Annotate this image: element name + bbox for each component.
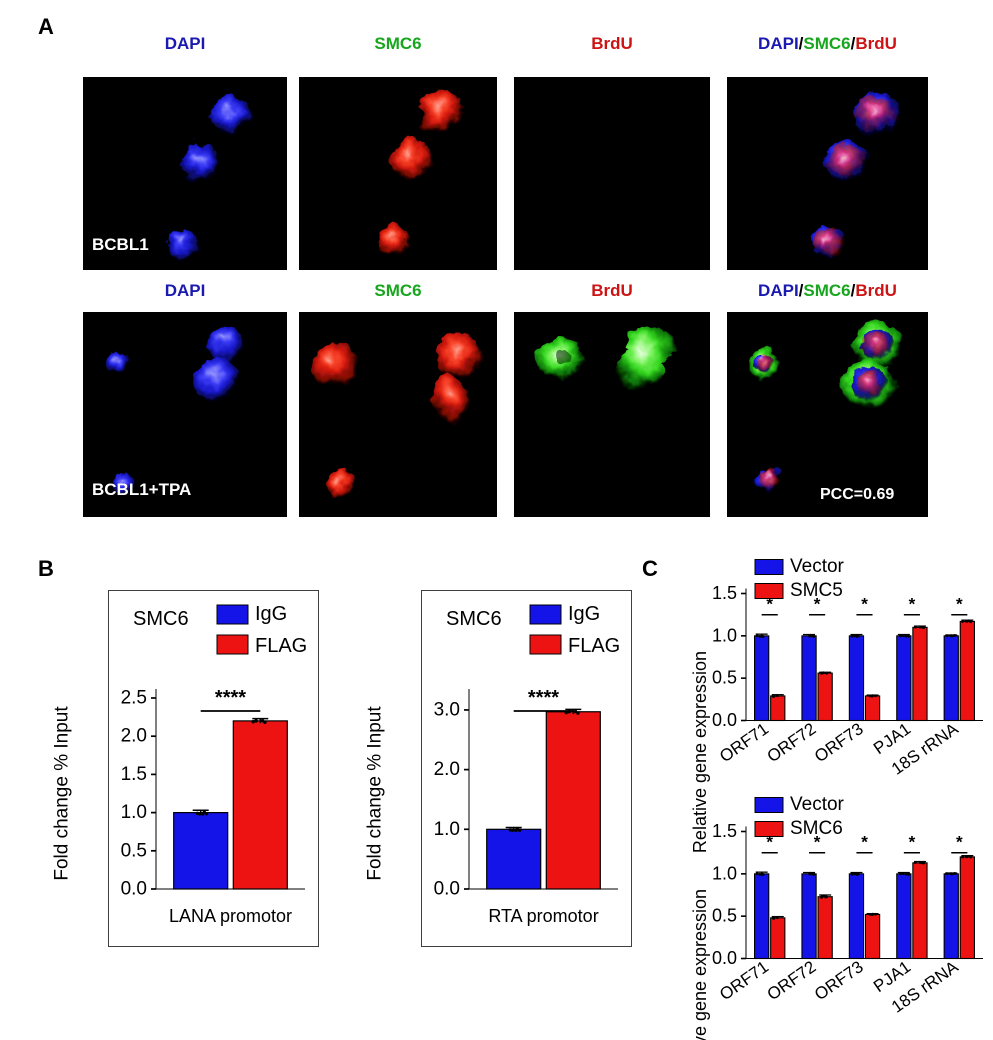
svg-text:IgG: IgG xyxy=(568,603,600,625)
svg-text:0.0: 0.0 xyxy=(434,879,460,900)
svg-text:SMC5: SMC5 xyxy=(790,580,843,601)
svg-text:0.5: 0.5 xyxy=(121,840,147,861)
svg-text:FLAG: FLAG xyxy=(255,635,307,657)
svg-text:1.5: 1.5 xyxy=(712,583,737,603)
svg-text:ORF72: ORF72 xyxy=(764,957,820,1004)
svg-text:*: * xyxy=(861,595,868,614)
svg-text:*: * xyxy=(956,833,963,852)
svg-text:0.5: 0.5 xyxy=(712,668,737,688)
svg-text:0.5: 0.5 xyxy=(712,906,737,926)
svg-text:ORF73: ORF73 xyxy=(811,957,867,1004)
svg-text:1.5: 1.5 xyxy=(121,764,147,785)
svg-text:IgG: IgG xyxy=(255,603,287,625)
svg-text:1.0: 1.0 xyxy=(712,625,737,645)
svg-text:RTA promotor: RTA promotor xyxy=(488,906,598,926)
svg-text:ORF72: ORF72 xyxy=(764,719,820,766)
svg-text:2.5: 2.5 xyxy=(121,688,147,709)
svg-text:Fold change % Input: Fold change % Input xyxy=(51,706,72,881)
svg-text:SMC6: SMC6 xyxy=(446,608,502,630)
svg-text:1.0: 1.0 xyxy=(434,819,460,840)
svg-text:LANA promotor: LANA promotor xyxy=(169,906,292,926)
svg-text:SMC6: SMC6 xyxy=(133,608,189,630)
svg-text:Relative gene expression: Relative gene expression xyxy=(690,889,710,1040)
svg-text:Vector: Vector xyxy=(790,556,845,577)
svg-text:*: * xyxy=(956,595,963,614)
svg-text:2.0: 2.0 xyxy=(434,759,460,780)
svg-text:0.0: 0.0 xyxy=(712,948,737,968)
svg-text:0.0: 0.0 xyxy=(121,879,147,900)
svg-text:1.5: 1.5 xyxy=(712,821,737,841)
svg-text:SMC6: SMC6 xyxy=(790,818,843,839)
svg-text:Vector: Vector xyxy=(790,794,845,815)
svg-text:1.0: 1.0 xyxy=(121,802,147,823)
svg-text:*: * xyxy=(861,833,868,852)
svg-text:****: **** xyxy=(215,687,246,709)
svg-text:FLAG: FLAG xyxy=(568,635,620,657)
svg-text:*: * xyxy=(909,595,916,614)
svg-text:1.0: 1.0 xyxy=(712,863,737,883)
svg-text:ORF73: ORF73 xyxy=(811,719,867,766)
svg-text:Fold change % Input: Fold change % Input xyxy=(364,706,385,881)
svg-text:2.0: 2.0 xyxy=(121,726,147,747)
svg-text:3.0: 3.0 xyxy=(434,699,460,720)
svg-text:0.0: 0.0 xyxy=(712,710,737,730)
svg-text:*: * xyxy=(909,833,916,852)
svg-text:****: **** xyxy=(528,687,559,709)
